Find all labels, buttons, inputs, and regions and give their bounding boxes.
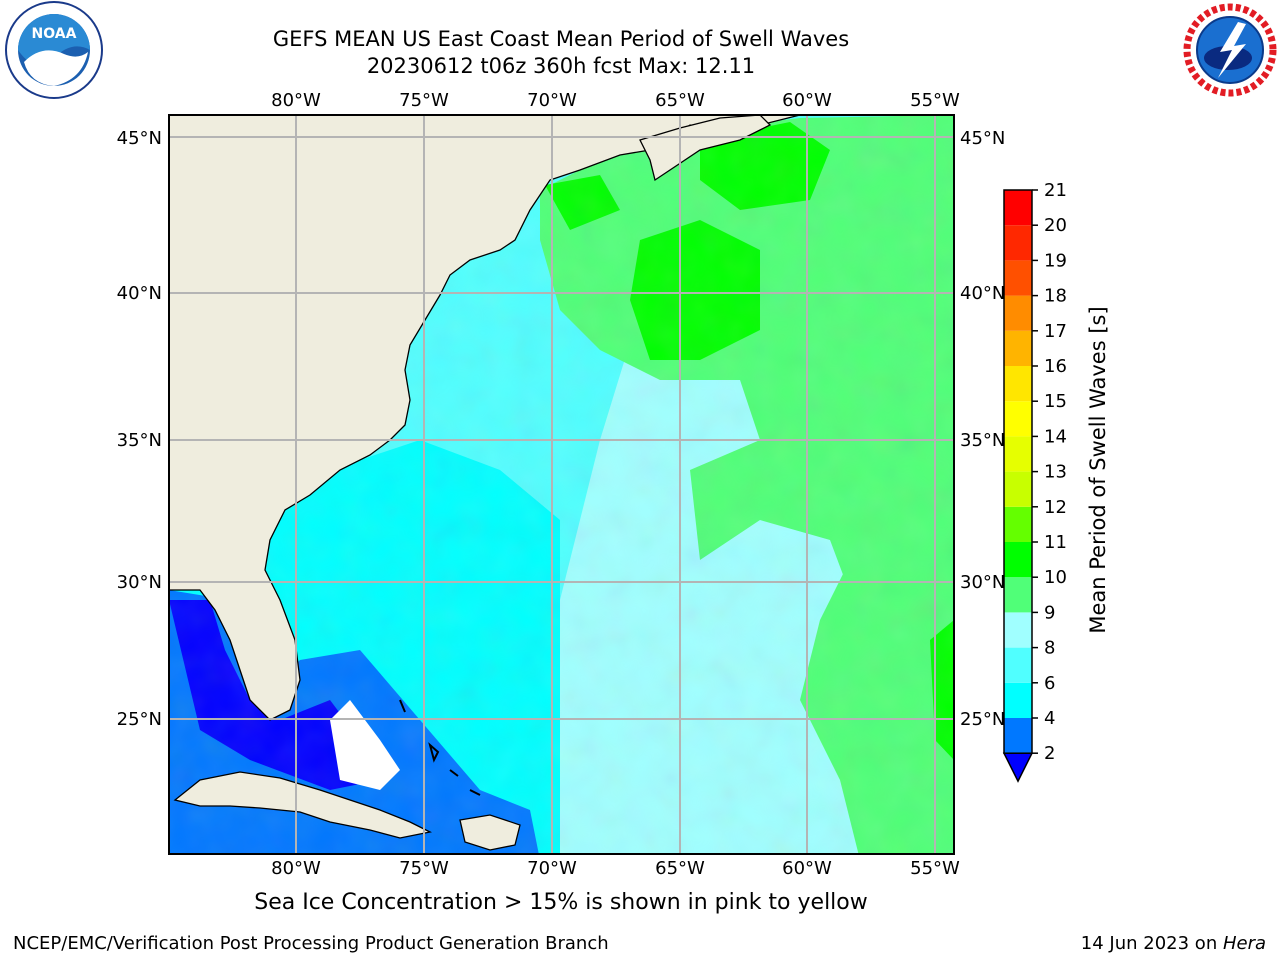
colorbar-bin	[1004, 190, 1032, 226]
colorbar-tick-label: 18	[1044, 286, 1067, 307]
colorbar-bin	[1004, 647, 1032, 683]
footer-credit: NCEP/EMC/Verification Post Processing Pr…	[13, 933, 609, 954]
colorbar-bin	[1004, 225, 1032, 261]
colorbar-label: Mean Period of Swell Waves [s]	[1086, 306, 1110, 633]
lon-label-bottom-70: 70°W	[527, 858, 577, 879]
lon-label-top-60: 60°W	[782, 90, 832, 111]
colorbar-tick-label: 2	[1044, 743, 1055, 764]
noaa-logo-text: NOAA	[32, 26, 77, 42]
land-north-america	[169, 115, 801, 721]
lat-label-right-45: 45°N	[960, 128, 1005, 149]
graticule	[169, 115, 954, 854]
footer-machine: Hera	[1222, 933, 1266, 954]
noaa-logo: NOAA	[5, 1, 103, 99]
colorbar-bin	[1004, 295, 1032, 331]
colorbar-bin	[1004, 718, 1032, 754]
colorbar-bin	[1004, 506, 1032, 542]
map-title: GEFS MEAN US East Coast Mean Period of S…	[272, 27, 850, 51]
map-area	[169, 115, 954, 854]
lat-label-left-45: 45°N	[117, 128, 162, 149]
lat-label-right-30: 30°N	[960, 572, 1005, 593]
colorbar-bin	[1004, 401, 1032, 437]
colorbar-tick-label: 10	[1044, 567, 1067, 588]
nws-logo	[1183, 3, 1277, 97]
colorbar-tick-label: 11	[1044, 532, 1067, 553]
colorbar-tick-label: 6	[1044, 673, 1055, 694]
lon-label-bottom-80: 80°W	[271, 858, 321, 879]
colorbar-bin	[1004, 577, 1032, 613]
colorbar-tick-label: 8	[1044, 638, 1055, 659]
bahamas-bank	[330, 700, 400, 790]
colorbar-tick-label: 16	[1044, 356, 1067, 377]
lon-label-bottom-75: 75°W	[399, 858, 449, 879]
colorbar-tick-label: 13	[1044, 462, 1067, 483]
lon-label-bottom-65: 65°W	[655, 858, 705, 879]
colorbar-tick-label: 14	[1044, 426, 1067, 447]
colorbar-tick-label: 4	[1044, 708, 1055, 729]
land-hispaniola	[459, 814, 521, 851]
land-bahamas	[399, 699, 481, 796]
colorbar-tick-label: 9	[1044, 602, 1055, 623]
sea-ice-note: Sea Ice Concentration > 15% is shown in …	[254, 890, 868, 915]
colorbar-bin	[1004, 682, 1032, 718]
colorbar-tick-label: 21	[1044, 180, 1067, 201]
colorbar-tick-label: 15	[1044, 391, 1067, 412]
footer-date: 14 Jun 2023 on Hera	[1081, 933, 1266, 954]
lon-label-top-65: 65°W	[655, 90, 705, 111]
lon-label-bottom-55: 55°W	[910, 858, 960, 879]
land-nova-scotia	[639, 115, 772, 182]
lat-label-right-40: 40°N	[960, 283, 1005, 304]
lat-label-left-30: 30°N	[117, 572, 162, 593]
lat-label-left-40: 40°N	[117, 283, 162, 304]
colorbar-bin	[1004, 436, 1032, 472]
lon-label-bottom-60: 60°W	[782, 858, 832, 879]
colorbar-bin	[1004, 471, 1032, 507]
land-cuba	[173, 771, 432, 839]
lat-label-right-35: 35°N	[960, 430, 1005, 451]
colorbar-tick-label: 19	[1044, 250, 1067, 271]
lat-label-left-25: 25°N	[117, 709, 162, 730]
colorbar-tick-label: 17	[1044, 321, 1067, 342]
colorbar-tick-label: 12	[1044, 497, 1067, 518]
lon-label-top-55: 55°W	[910, 90, 960, 111]
colorbar-extend-triangle	[1002, 752, 1034, 783]
lon-label-top-80: 80°W	[271, 90, 321, 111]
footer-date-text: 14 Jun 2023 on	[1080, 933, 1223, 954]
map-frame	[168, 114, 955, 855]
map-subtitle: 20230612 t06z 360h fcst Max: 12.11	[366, 54, 756, 78]
colorbar-bin	[1004, 612, 1032, 648]
lon-label-top-70: 70°W	[527, 90, 577, 111]
colorbar-bin	[1004, 366, 1032, 402]
colorbar-bin	[1004, 260, 1032, 296]
lat-label-right-25: 25°N	[960, 709, 1005, 730]
colorbar-bin	[1004, 330, 1032, 366]
lon-label-top-75: 75°W	[399, 90, 449, 111]
lat-label-left-35: 35°N	[117, 430, 162, 451]
colorbar: 21 20 19 18 17 16 15 14 13 12 11 10 9 8 6 4 2	[1002, 180, 1067, 783]
colorbar-bin	[1004, 542, 1032, 578]
colorbar-tick-label: 20	[1044, 215, 1067, 236]
